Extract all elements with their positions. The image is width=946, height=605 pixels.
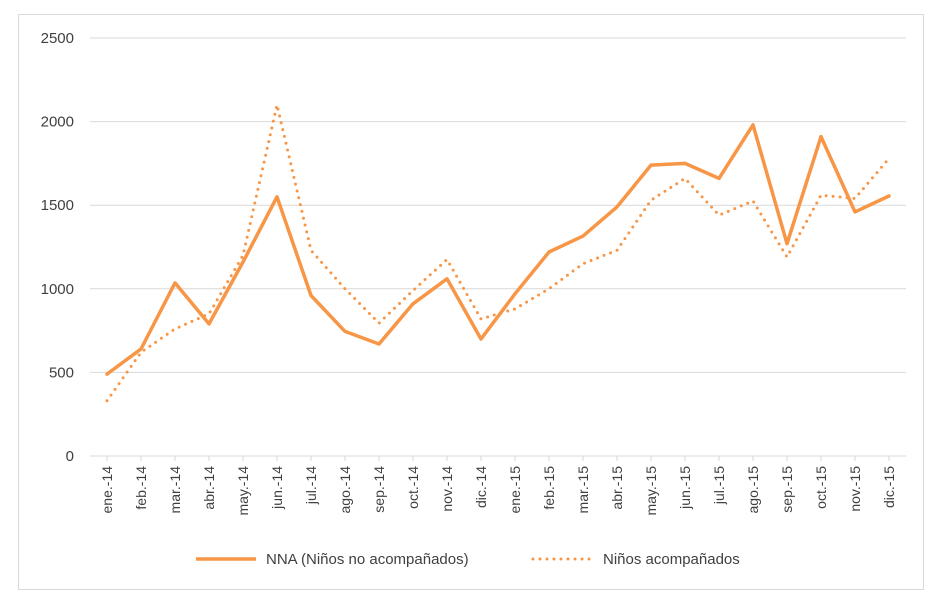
- x-tick-label: jun.-15: [677, 466, 693, 510]
- y-tick-label: 500: [49, 364, 74, 381]
- x-tick-label: nov.-14: [439, 466, 455, 512]
- y-axis: 0 500 1000 1500 2000 2500: [41, 30, 74, 465]
- series-line-nna: [105, 123, 891, 376]
- x-axis: ene.-14 feb.-14 mar.-14 abr.-14 may.-14 jun.-…: [99, 456, 897, 516]
- legend-label: Niños acompañados: [603, 551, 740, 568]
- x-tick-label: ago.-14: [337, 466, 353, 514]
- x-tick-label: mar.-15: [575, 466, 591, 514]
- y-tick-label: 1000: [41, 281, 74, 298]
- x-tick-label: may.-15: [643, 466, 659, 516]
- x-tick-label: sep.-15: [779, 466, 795, 513]
- series-line-acompanados: [105, 103, 891, 403]
- x-tick-label: dic.-14: [473, 466, 489, 508]
- x-tick-label: abr.-15: [609, 466, 625, 510]
- legend: NNA (Niños no acompañados) Niños acompaña…: [196, 551, 740, 568]
- y-tick-label: 1500: [41, 197, 74, 214]
- legend-label: NNA (Niños no acompañados): [266, 551, 469, 568]
- x-tick-label: may.-14: [235, 466, 251, 516]
- x-tick-label: nov.-15: [847, 466, 863, 512]
- y-tick-label: 2000: [41, 114, 74, 131]
- x-tick-label: dic.-15: [881, 466, 897, 508]
- x-tick-label: jul.-15: [711, 466, 727, 505]
- chart-frame: [18, 14, 924, 590]
- x-tick-label: jun.-14: [269, 466, 285, 510]
- x-tick-label: oct.-15: [813, 466, 829, 509]
- y-tick-label: 0: [66, 448, 74, 465]
- gridlines: [90, 37, 906, 457]
- x-tick-label: ene.-15: [507, 466, 523, 514]
- x-tick-label: sep.-14: [371, 466, 387, 513]
- series-lines: [105, 103, 891, 403]
- x-tick-label: mar.-14: [167, 466, 183, 514]
- x-tick-label: ago.-15: [745, 466, 761, 514]
- x-tick-label: abr.-14: [201, 466, 217, 510]
- x-tick-label: feb.-15: [541, 466, 557, 510]
- x-tick-label: ene.-14: [99, 466, 115, 514]
- y-tick-label: 2500: [41, 30, 74, 47]
- x-tick-label: oct.-14: [405, 466, 421, 509]
- x-tick-label: jul.-14: [303, 466, 319, 505]
- x-tick-label: feb.-14: [133, 466, 149, 510]
